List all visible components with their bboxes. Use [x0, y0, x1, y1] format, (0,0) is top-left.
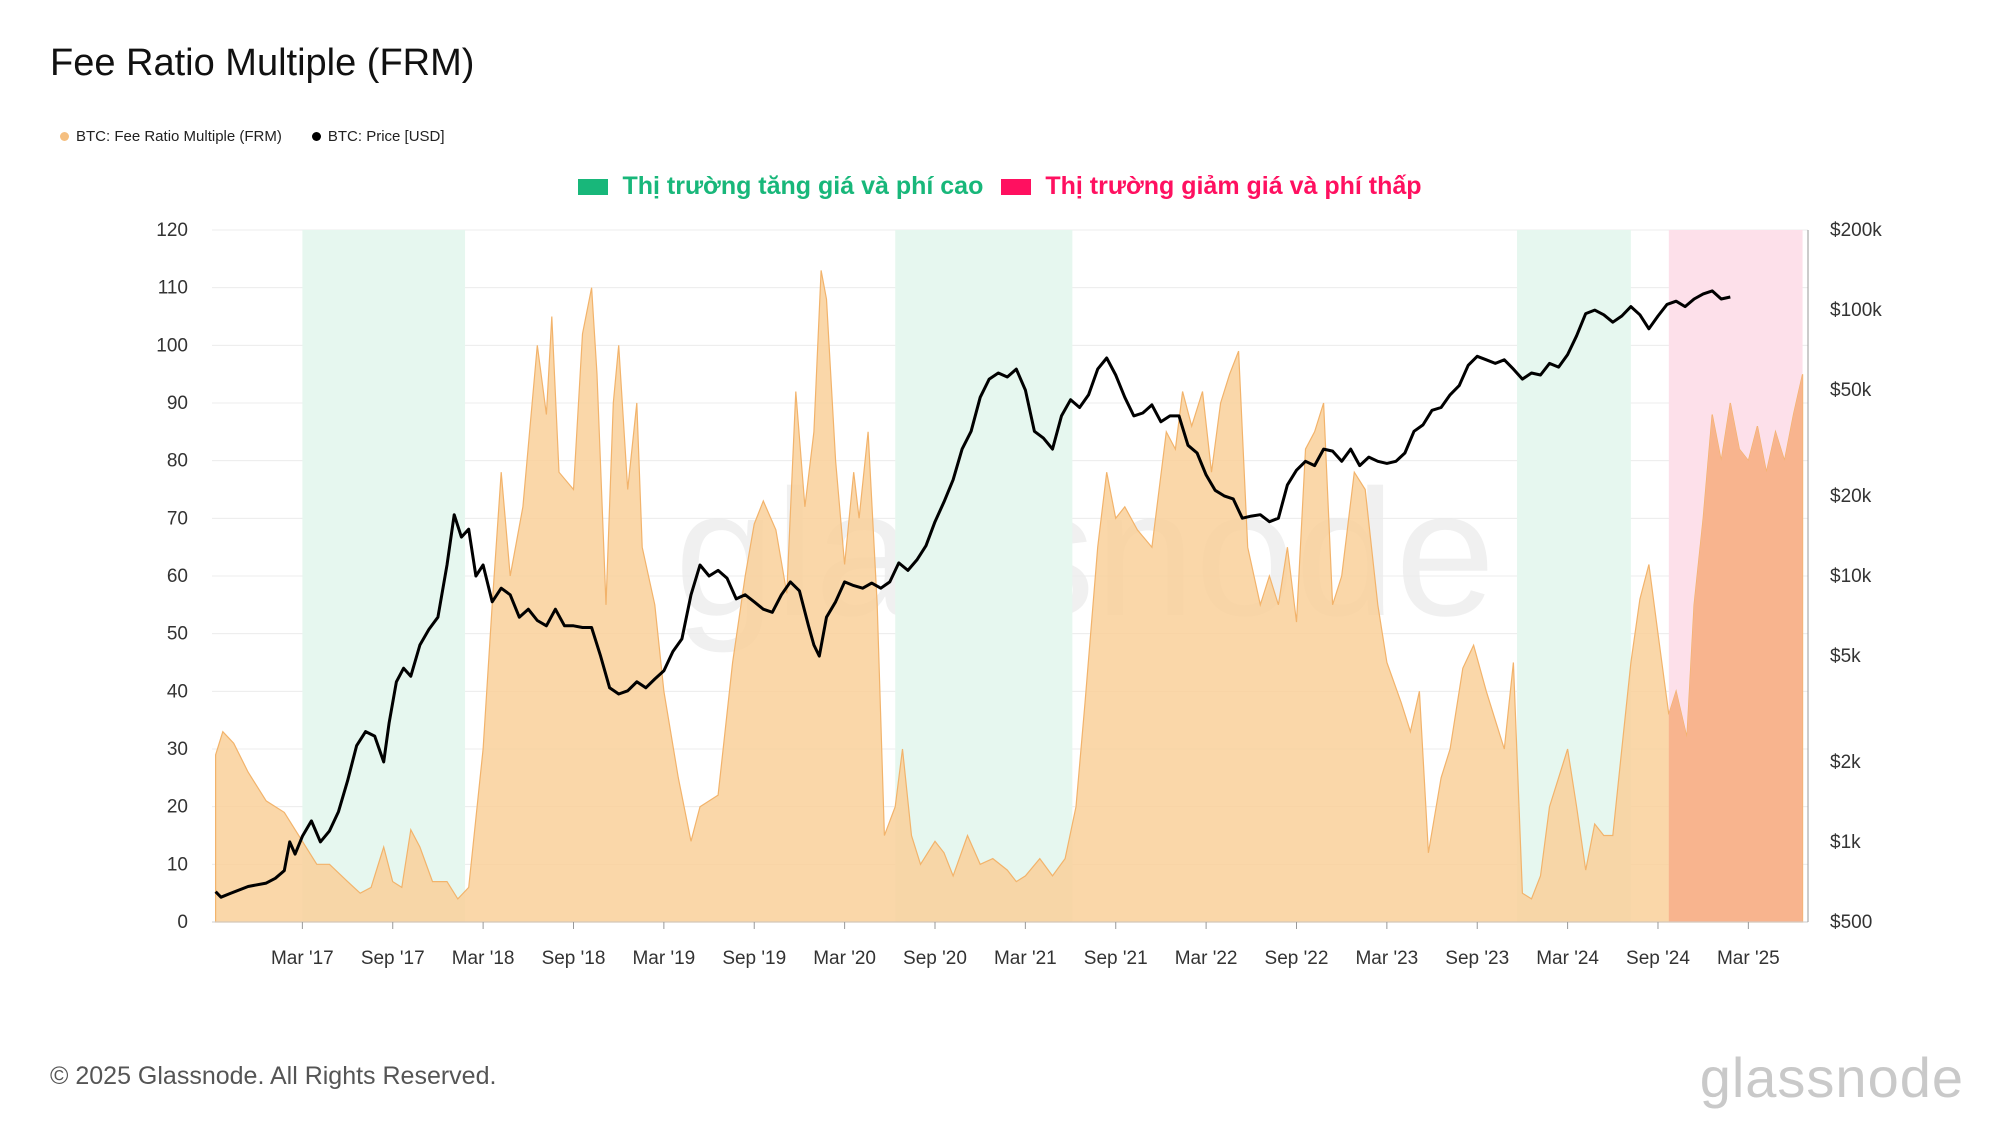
zone-legend-bull: Thị trường tăng giá và phí cao — [578, 172, 983, 201]
x-tick-label-14: Mar '24 — [1536, 948, 1599, 969]
x-tick-label-0: Mar '17 — [271, 948, 334, 969]
y-left-tick-8: 80 — [167, 451, 188, 472]
legend-label-frm: BTC: Fee Ratio Multiple (FRM) — [76, 128, 282, 145]
x-tick-label-6: Mar '20 — [813, 948, 876, 969]
x-tick-label-4: Mar '19 — [632, 948, 695, 969]
x-tick-label-12: Mar '23 — [1355, 948, 1418, 969]
y-left-tick-3: 30 — [167, 739, 188, 760]
y-left-tick-2: 20 — [167, 797, 188, 818]
y-right-tick-5: $20k — [1830, 486, 1872, 507]
x-tick-label-9: Sep '21 — [1084, 948, 1148, 969]
y-right-tick-2: $2k — [1830, 752, 1861, 773]
y-right-tick-7: $100k — [1830, 300, 1882, 321]
bear-swatch — [1001, 178, 1032, 195]
x-tick-label-16: Mar '25 — [1717, 948, 1780, 969]
y-left-tick-9: 90 — [167, 393, 188, 414]
x-tick-label-8: Mar '21 — [994, 948, 1057, 969]
x-tick-label-11: Sep '22 — [1265, 948, 1329, 969]
y-right-tick-8: $200k — [1830, 220, 1882, 241]
frm-area — [214, 270, 1804, 923]
series-legend: BTC: Fee Ratio Multiple (FRM) BTC: Price… — [60, 128, 445, 145]
legend-dot-price — [311, 132, 321, 141]
y-left-tick-12: 120 — [156, 220, 188, 241]
y-left-tick-10: 100 — [156, 335, 188, 356]
legend-item-frm[interactable]: BTC: Fee Ratio Multiple (FRM) — [60, 128, 282, 145]
y-right-tick-6: $50k — [1830, 380, 1872, 401]
legend-dot-frm — [60, 132, 69, 141]
bull-swatch — [578, 178, 609, 195]
y-right-tick-3: $5k — [1830, 646, 1861, 667]
y-left-tick-1: 10 — [167, 854, 188, 875]
x-tick-label-3: Sep '18 — [542, 948, 606, 969]
x-tick-label-7: Sep '20 — [903, 948, 967, 969]
y-left-tick-7: 70 — [167, 508, 188, 529]
x-tick-label-13: Sep '23 — [1445, 948, 1509, 969]
x-tick-label-15: Sep '24 — [1626, 948, 1690, 969]
legend-item-price[interactable]: BTC: Price [USD] — [311, 128, 445, 145]
frm-area-bear-overlay — [1668, 374, 1803, 922]
zone-bull-0 — [302, 230, 466, 922]
zone-legend: Thị trường tăng giá và phí cao Thị trườn… — [0, 172, 2000, 201]
brand-logo: glassnode — [1699, 1046, 1964, 1109]
price-line — [214, 289, 1731, 899]
bear-label: Thị trường giảm giá và phí thấp — [1045, 172, 1422, 200]
legend-label-price: BTC: Price [USD] — [327, 128, 445, 145]
y-right-tick-0: $500 — [1830, 912, 1872, 933]
y-left-tick-11: 110 — [158, 278, 188, 299]
y-right-tick-1: $1k — [1830, 832, 1861, 853]
zone-legend-bear: Thị trường giảm giá và phí thấp — [1001, 172, 1422, 201]
chart-title: Fee Ratio Multiple (FRM) — [50, 42, 475, 84]
y-left-tick-4: 40 — [167, 681, 188, 702]
x-tick-label-2: Mar '18 — [452, 948, 515, 969]
copyright-footer: © 2025 Glassnode. All Rights Reserved. — [50, 1062, 497, 1090]
x-tick-label-5: Sep '19 — [722, 948, 786, 969]
bull-label: Thị trường tăng giá và phí cao — [622, 172, 984, 200]
x-tick-label-10: Mar '22 — [1175, 948, 1238, 969]
y-right-tick-4: $10k — [1830, 566, 1872, 587]
zone-bull-1 — [895, 230, 1073, 922]
y-left-tick-0: 0 — [177, 912, 188, 933]
y-left-tick-5: 50 — [167, 624, 188, 645]
x-tick-label-1: Sep '17 — [361, 948, 425, 969]
y-left-tick-6: 60 — [167, 566, 188, 587]
